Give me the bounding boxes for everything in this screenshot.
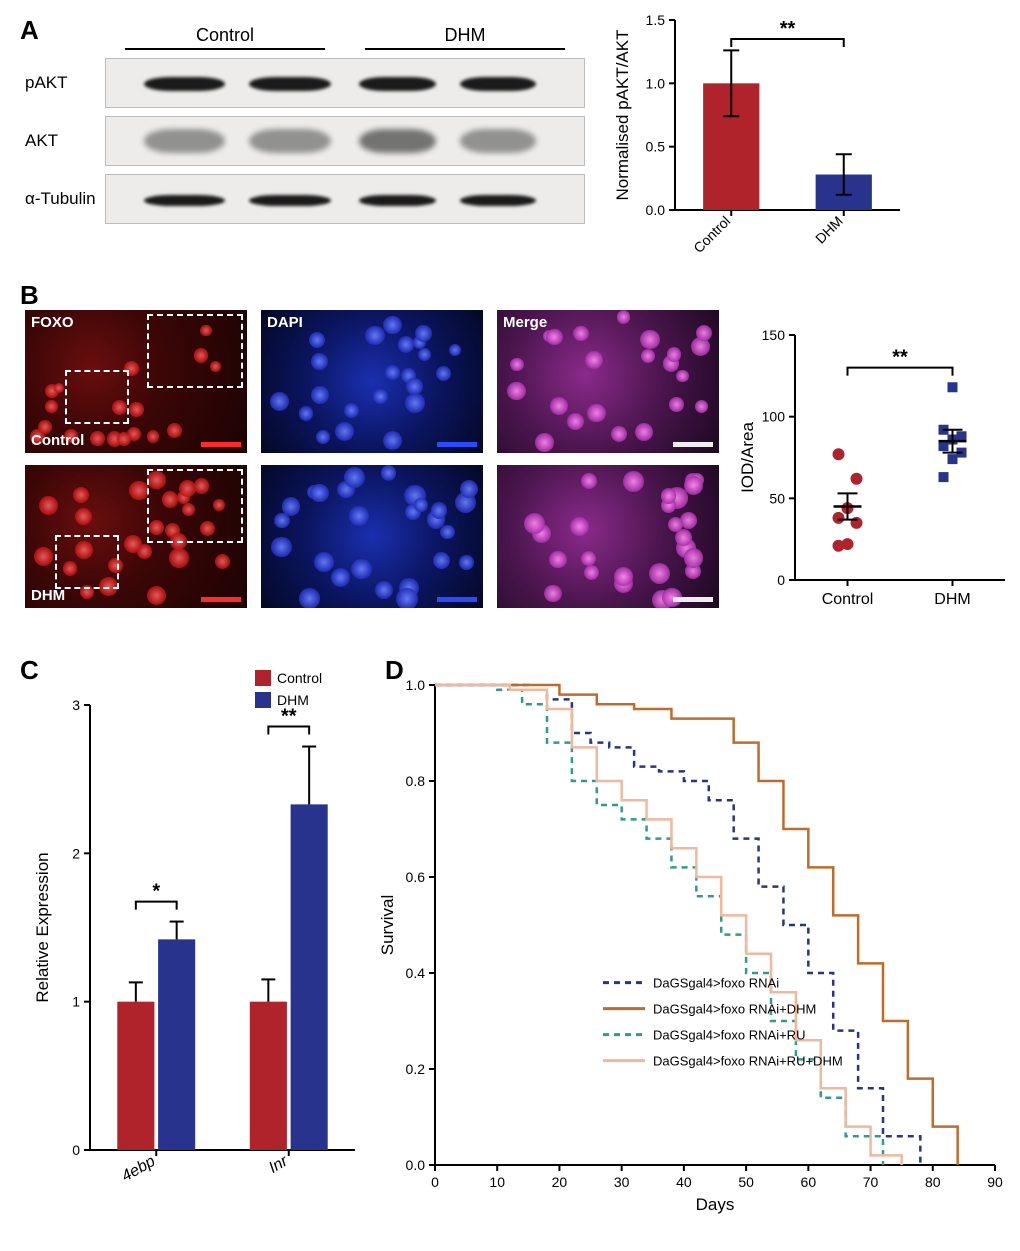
svg-text:150: 150 <box>762 327 786 343</box>
panel-b-scatter-chart: 0 50 100 150 IOD/Area Control DHM ** <box>735 310 1015 620</box>
panel-d-survival-chart: 0 10 20 30 40 50 60 70 80 90 0.0 0.2 0.4 0.6 0.8 1.0 Day… <box>375 660 1010 1220</box>
scale-bar-icon <box>201 597 241 602</box>
img-control-dapi: DAPI <box>261 310 483 453</box>
svg-text:0: 0 <box>72 1142 80 1158</box>
svg-text:30: 30 <box>614 1174 630 1190</box>
figure-root: A B C D Control DHM pAKT AKT <box>0 0 1020 1251</box>
panel-label-b: B <box>20 280 39 311</box>
svg-text:0.6: 0.6 <box>406 869 426 885</box>
svg-text:40: 40 <box>676 1174 692 1190</box>
svg-text:10: 10 <box>489 1174 505 1190</box>
svg-text:80: 80 <box>925 1174 941 1190</box>
svg-text:Survival: Survival <box>378 895 397 955</box>
svg-text:0.8: 0.8 <box>406 773 426 789</box>
svg-text:3: 3 <box>72 697 80 713</box>
svg-text:0.5: 0.5 <box>646 139 666 155</box>
scale-bar-icon <box>437 597 477 602</box>
svg-text:Normalised pAKT/AKT: Normalised pAKT/AKT <box>613 30 632 201</box>
svg-text:2: 2 <box>72 845 80 861</box>
col-label-dapi: DAPI <box>267 314 303 331</box>
svg-text:Days: Days <box>696 1195 735 1214</box>
svg-text:50: 50 <box>738 1174 754 1190</box>
img-control-merge: Merge <box>497 310 719 453</box>
western-blot: Control DHM pAKT AKT α-Tubulin <box>105 25 585 224</box>
img-control-foxo: FOXO Control <box>25 310 247 453</box>
svg-text:0.0: 0.0 <box>406 1157 426 1173</box>
svg-text:50: 50 <box>769 490 785 506</box>
svg-text:70: 70 <box>863 1174 879 1190</box>
svg-text:*: * <box>152 881 160 903</box>
svg-text:Inr: Inr <box>266 1152 291 1176</box>
scale-bar-icon <box>673 597 713 602</box>
row-label-control: Control <box>31 432 84 449</box>
img-dhm-merge <box>497 465 719 608</box>
svg-text:0.4: 0.4 <box>406 965 426 981</box>
svg-text:DHM: DHM <box>812 213 846 247</box>
svg-text:DaGSgal4>foxo RNAi+DHM: DaGSgal4>foxo RNAi+DHM <box>653 1002 816 1017</box>
scale-bar-icon <box>201 442 241 447</box>
svg-text:1.0: 1.0 <box>406 677 426 693</box>
svg-text:DHM: DHM <box>934 591 970 608</box>
svg-text:IOD/Area: IOD/Area <box>738 422 757 493</box>
panel-a-bar-chart: 0.0 0.5 1.0 1.5 Normalised pAKT/AKT Control DH… <box>610 0 910 290</box>
svg-text:DaGSgal4>foxo RNAi: DaGSgal4>foxo RNAi <box>653 976 779 991</box>
svg-text:DHM: DHM <box>277 692 309 708</box>
svg-text:**: ** <box>281 706 297 728</box>
blot-row-akt-label: AKT <box>25 131 105 151</box>
microscopy-grid: FOXO Control DAPI Merge DHM <box>25 310 720 608</box>
svg-text:**: ** <box>780 18 796 40</box>
panel-c-bar-chart: 0 1 2 3 Relative Expression * 4ebp ** Inr Control… <box>30 660 365 1220</box>
blot-row-tubulin-label: α-Tubulin <box>25 189 105 209</box>
svg-text:DaGSgal4>foxo RNAi+RU+DHM: DaGSgal4>foxo RNAi+RU+DHM <box>653 1054 843 1069</box>
panel-label-a: A <box>20 15 39 46</box>
svg-text:0: 0 <box>431 1174 439 1190</box>
blot-header-dhm: DHM <box>345 25 585 46</box>
svg-text:Relative Expression: Relative Expression <box>33 852 52 1002</box>
svg-text:1.5: 1.5 <box>646 12 666 28</box>
blot-row-akt <box>105 116 585 166</box>
blot-row-tubulin <box>105 174 585 224</box>
blot-row-pakt <box>105 58 585 108</box>
svg-text:**: ** <box>892 347 908 369</box>
svg-text:90: 90 <box>987 1174 1003 1190</box>
svg-text:1.0: 1.0 <box>646 75 666 91</box>
blot-row-pakt-label: pAKT <box>25 73 105 93</box>
svg-text:20: 20 <box>552 1174 568 1190</box>
svg-text:Control: Control <box>277 670 322 686</box>
svg-text:0: 0 <box>777 572 785 588</box>
img-dhm-dapi <box>261 465 483 608</box>
svg-text:1: 1 <box>72 994 80 1010</box>
blot-header-control: Control <box>105 25 345 46</box>
img-dhm-foxo: DHM <box>25 465 247 608</box>
svg-text:0.2: 0.2 <box>406 1061 426 1077</box>
col-label-merge: Merge <box>503 314 547 331</box>
row-label-dhm: DHM <box>31 587 65 604</box>
svg-text:4ebp: 4ebp <box>119 1153 158 1186</box>
scale-bar-icon <box>673 442 713 447</box>
svg-text:60: 60 <box>801 1174 817 1190</box>
svg-text:Control: Control <box>690 213 733 256</box>
svg-text:DaGSgal4>foxo RNAi+RU: DaGSgal4>foxo RNAi+RU <box>653 1028 805 1043</box>
scale-bar-icon <box>437 442 477 447</box>
svg-text:0.0: 0.0 <box>646 202 666 218</box>
svg-text:100: 100 <box>762 409 786 425</box>
col-label-foxo: FOXO <box>31 314 74 331</box>
svg-text:Control: Control <box>822 591 874 608</box>
